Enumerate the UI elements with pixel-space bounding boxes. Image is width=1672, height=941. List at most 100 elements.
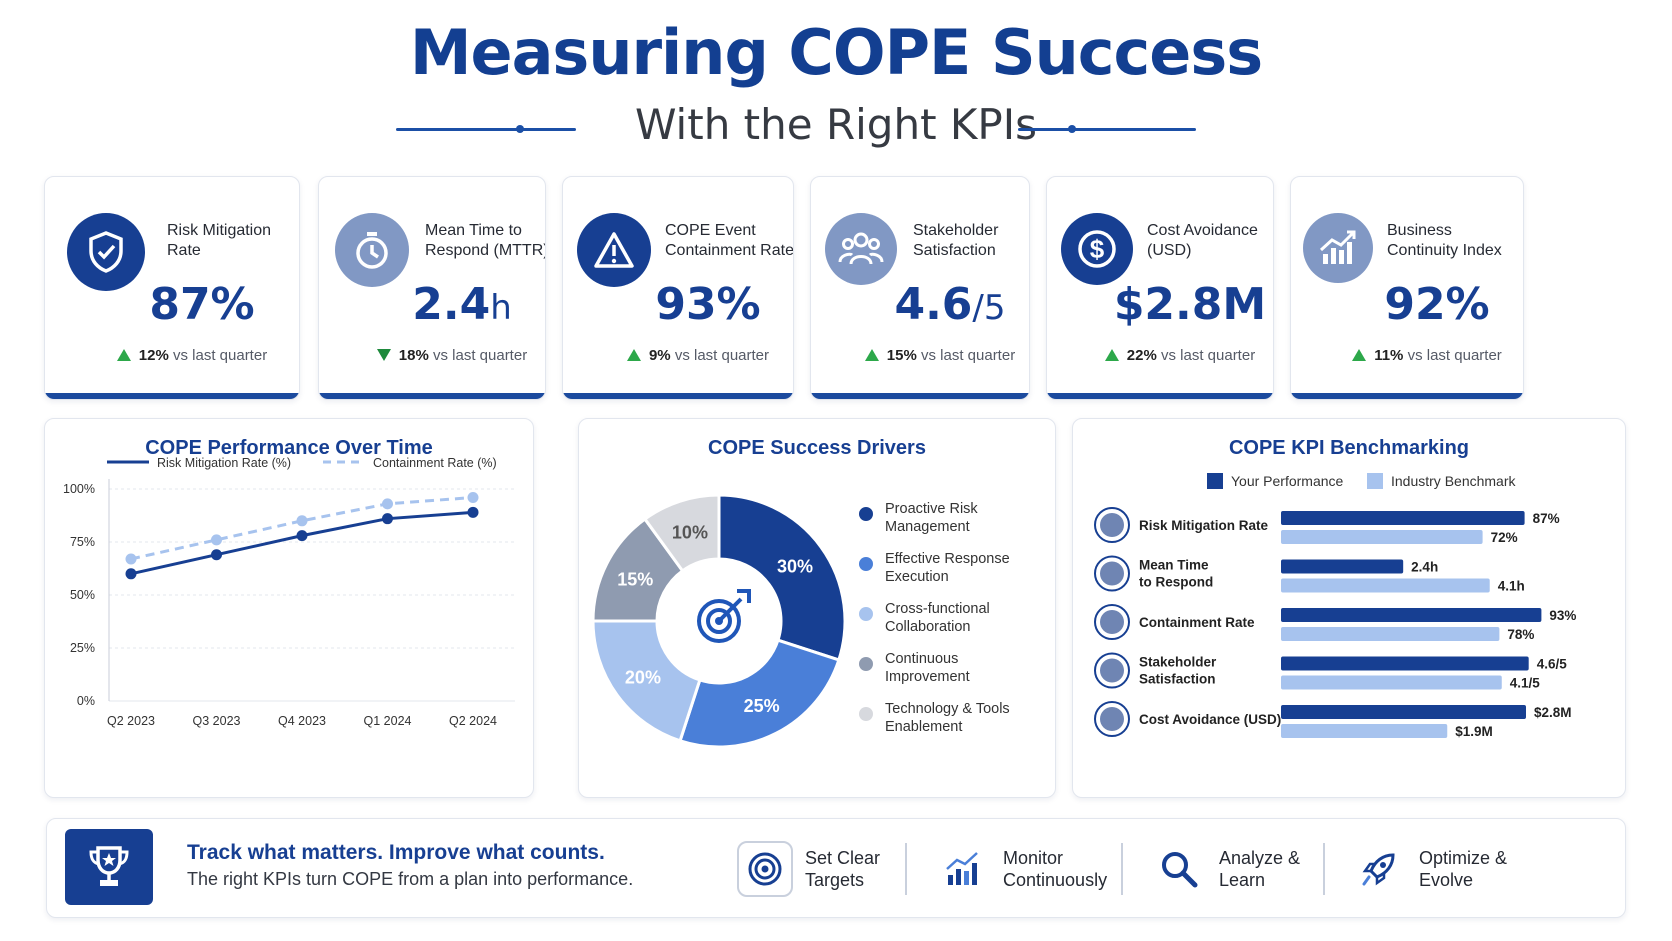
pie-slice (678, 638, 841, 749)
kpi-card-cost-avoidance: $ Cost Avoidance (USD) $2.8M 22% vs last… (1046, 176, 1274, 400)
step-divider (1323, 843, 1325, 895)
data-point (467, 491, 479, 503)
trophy-icon (65, 829, 153, 905)
target-icon (697, 589, 751, 643)
bar-industry-benchmark (1281, 530, 1483, 544)
legend-swatch (859, 557, 873, 571)
row-label: Risk Mitigation Rate (1139, 518, 1269, 533)
kpi-card-containment: COPE Event Containment Rate 93% 9% vs la… (562, 176, 794, 400)
bar-chart-up-icon (935, 841, 991, 897)
line-chart-title: COPE Performance Over Time (145, 437, 433, 459)
step-divider (905, 843, 907, 895)
y-tick-label: 0% (77, 694, 95, 708)
step-monitor: Monitor Continuously (935, 837, 1113, 901)
dollar-coin-icon: $ (1061, 213, 1133, 285)
bar-your-performance (1281, 656, 1529, 671)
kpi-value: 2.4h (412, 279, 512, 330)
title-divider-left (396, 128, 576, 131)
slice-label: 20% (625, 667, 661, 687)
kpi-label: Business Continuity Index (1387, 222, 1502, 259)
x-tick-label: Q1 2024 (364, 714, 412, 728)
data-point (382, 513, 393, 525)
slice-label: 25% (744, 696, 780, 716)
kpi-value: 87% (149, 279, 255, 330)
benchmark-panel: COPE KPI Benchmarking Your Performance In… (1072, 418, 1626, 798)
legend-swatch (859, 707, 873, 721)
legend-swatch (1367, 473, 1383, 489)
icon-fill (1100, 707, 1124, 731)
kpi-card-stakeholder: Stakeholder Satisfaction 4.6/5 15% vs la… (810, 176, 1030, 400)
bar-value-label: $2.8M (1534, 705, 1572, 720)
data-point (296, 515, 308, 527)
page-title: Measuring COPE Success (409, 16, 1263, 89)
bar-value-label: 2.4h (1411, 560, 1438, 575)
slice-label: 15% (617, 569, 653, 589)
trend-down-icon (376, 349, 391, 361)
footer-body: The right KPIs turn COPE from a plan int… (187, 869, 634, 889)
magnifier-icon (1151, 841, 1207, 897)
kpi-delta: 18% vs last quarter (359, 347, 545, 364)
pie-slice (717, 493, 847, 662)
icon-fill (1100, 610, 1124, 634)
x-tick-label: Q4 2023 (278, 714, 326, 728)
pie-chart: 30% 25% 20% 15% 10% Proactive Risk Management E… (591, 493, 1010, 749)
target-arrow-head (737, 589, 751, 603)
data-point (125, 568, 137, 580)
kpi-label: Stakeholder Satisfaction (913, 222, 999, 259)
icon-fill (1100, 561, 1124, 586)
people-group-icon (1094, 652, 1130, 689)
footer-headline: Track what matters. Improve what counts. (187, 841, 605, 864)
kpi-value: 93% (655, 279, 761, 330)
icon-fill (1100, 658, 1124, 683)
pie-chart-title: COPE Success Drivers (708, 437, 926, 459)
rocket-icon (1351, 841, 1407, 897)
data-point (125, 553, 137, 565)
trend-up-icon (864, 349, 879, 361)
kpi-delta: 22% vs last quarter (1087, 347, 1273, 364)
page-subtitle: With the Right KPIs (634, 100, 1038, 149)
data-point (467, 506, 479, 518)
y-tick-label: 75% (70, 535, 95, 549)
legend-label: Technology & Tools Enablement (885, 701, 1010, 735)
row-label: Containment Rate (1139, 615, 1255, 630)
bar-your-performance (1281, 608, 1542, 622)
bar-industry-benchmark (1281, 675, 1502, 690)
bar-your-performance (1281, 705, 1526, 719)
kpi-label: Risk Mitigation Rate (167, 222, 272, 259)
bar-value-label: 93% (1549, 608, 1576, 623)
target-arrow (717, 597, 743, 623)
step-divider (1121, 843, 1123, 895)
people-group-icon (825, 213, 897, 285)
dollar-coin-icon (1094, 701, 1130, 737)
bar-your-performance (1281, 511, 1525, 525)
kpi-card-risk-mitigation: Risk Mitigation Rate 87% 12% vs last qua… (44, 176, 300, 400)
legend-swatch (1207, 473, 1223, 489)
trend-up-icon (626, 349, 641, 361)
row-label: Mean Time to Respond (1139, 558, 1213, 590)
bar-value-label: 4.1h (1498, 579, 1525, 594)
bar-chart-up-icon (1303, 213, 1373, 283)
step-optimize: Optimize & Evolve (1351, 837, 1529, 901)
bar-industry-benchmark (1281, 578, 1490, 593)
step-set-targets: Set Clear Targets (737, 837, 915, 901)
line-chart: Risk Mitigation Rate (%) Containment Rate… (63, 456, 515, 728)
trend-up-icon (1104, 349, 1119, 361)
target-ring (697, 599, 741, 643)
icon-fill (1100, 513, 1124, 537)
step-analyze: Analyze & Learn (1151, 837, 1329, 901)
warning-triangle-icon (577, 213, 651, 287)
kpi-card-business-continuity: Business Continuity Index 92% 11% vs las… (1290, 176, 1524, 400)
target-icon (737, 841, 793, 897)
bar-industry-benchmark (1281, 724, 1448, 738)
step-label: Set Clear Targets (805, 848, 881, 890)
legend-label: Continuous Improvement (885, 651, 970, 685)
warning-triangle-icon (1094, 604, 1130, 640)
data-point (382, 498, 393, 510)
pie-chart-panel: COPE Success Drivers 30% 25% 20% 15% 10% Proa… (578, 418, 1056, 798)
shield-check-icon (67, 213, 145, 291)
legend-swatch (859, 607, 873, 621)
benchmark-chart: Your Performance Industry Benchmark Risk M… (1094, 473, 1576, 739)
kpi-label: Mean Time to Respond (MTTR) (425, 222, 546, 259)
legend-label: Containment Rate (%) (373, 456, 497, 470)
legend-swatch (859, 657, 873, 671)
